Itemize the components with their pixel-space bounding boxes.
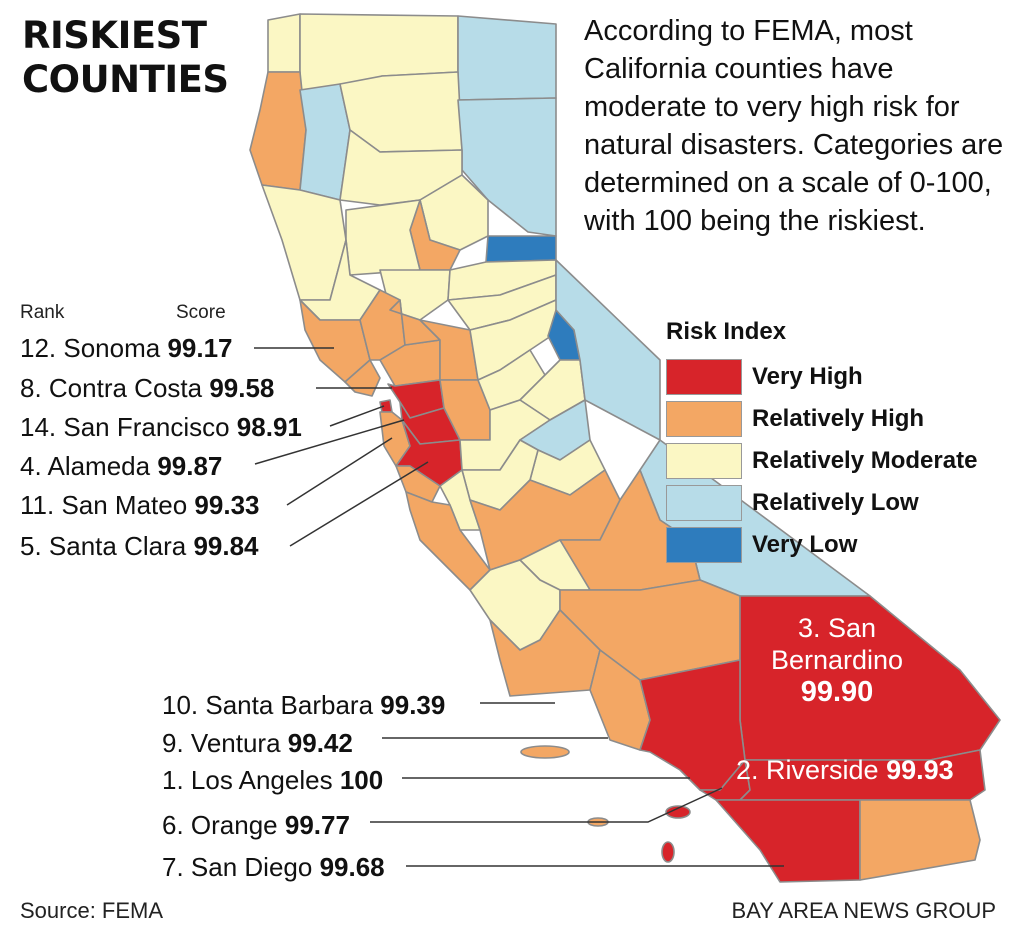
legend-item-relatively-low: Relatively Low [666, 482, 977, 524]
county-sierra [485, 235, 557, 263]
label-orange: 6. Orange 99.77 [162, 810, 350, 840]
score-header: Score [176, 302, 226, 323]
label-san-diego: 7. San Diego 99.68 [162, 852, 385, 882]
label-riverside: 2. Riverside 99.93 [736, 755, 954, 785]
legend-item-very-low: Very Low [666, 524, 977, 566]
county-del-norte [267, 13, 301, 73]
county-modoc [457, 15, 557, 101]
intro-text: According to FEMA, most California count… [584, 15, 1004, 237]
legend-item-relatively-high: Relatively High [666, 398, 977, 440]
label-san-mateo: 11. San Mateo 99.33 [20, 490, 260, 520]
label-sonoma: 12. Sonoma 99.17 [20, 333, 233, 363]
label-contra-costa: 8. Contra Costa 99.58 [20, 373, 275, 403]
leader-alameda [254, 419, 405, 465]
leader-orange [370, 787, 723, 823]
county-humboldt [249, 71, 307, 191]
legend-swatch [666, 485, 742, 521]
label-los-angeles: 1. Los Angeles 100 [162, 765, 384, 795]
legend-swatch [666, 443, 742, 479]
legend-swatch [666, 527, 742, 563]
rank-header: Rank [20, 302, 65, 323]
county-glenn-colusa [345, 199, 421, 276]
label-san-bernardino: 3. San Bernardino 99.90 [770, 613, 904, 708]
county-mendocino [261, 184, 347, 301]
legend-swatch [666, 359, 742, 395]
legend-swatch [666, 401, 742, 437]
county-los-angeles [639, 659, 746, 791]
credit: BAY AREA NEWS GROUP [731, 898, 996, 923]
label-alameda: 4. Alameda 99.87 [20, 451, 223, 481]
leader-san-mateo [286, 437, 393, 506]
source-note: Source: FEMA [20, 898, 164, 923]
county-yolo [389, 299, 441, 346]
map-title: RISKIEST COUNTIES [22, 14, 229, 101]
island-santa-catalina [665, 805, 691, 819]
legend: Risk Index Very High Relatively High Rel… [666, 318, 977, 566]
legend-item-very-high: Very High [666, 356, 977, 398]
county-mono [555, 259, 661, 441]
leader-san-francisco [329, 405, 385, 427]
legend-title: Risk Index [666, 318, 787, 345]
legend-item-relatively-moderate: Relatively Moderate [666, 440, 977, 482]
county-imperial [859, 799, 981, 881]
label-santa-clara: 5. Santa Clara 99.84 [20, 531, 259, 561]
label-santa-barbara: 10. Santa Barbara 99.39 [162, 690, 446, 720]
leader-santa-clara [289, 461, 429, 547]
county-san-diego [715, 799, 861, 883]
label-san-francisco: 14. San Francisco 98.91 [20, 412, 302, 442]
county-marin [344, 359, 381, 397]
island-san-clemente [661, 841, 675, 863]
label-ventura: 9. Ventura 99.42 [162, 728, 353, 758]
county-san-francisco [379, 399, 393, 413]
island-santa-cruz [520, 745, 570, 759]
